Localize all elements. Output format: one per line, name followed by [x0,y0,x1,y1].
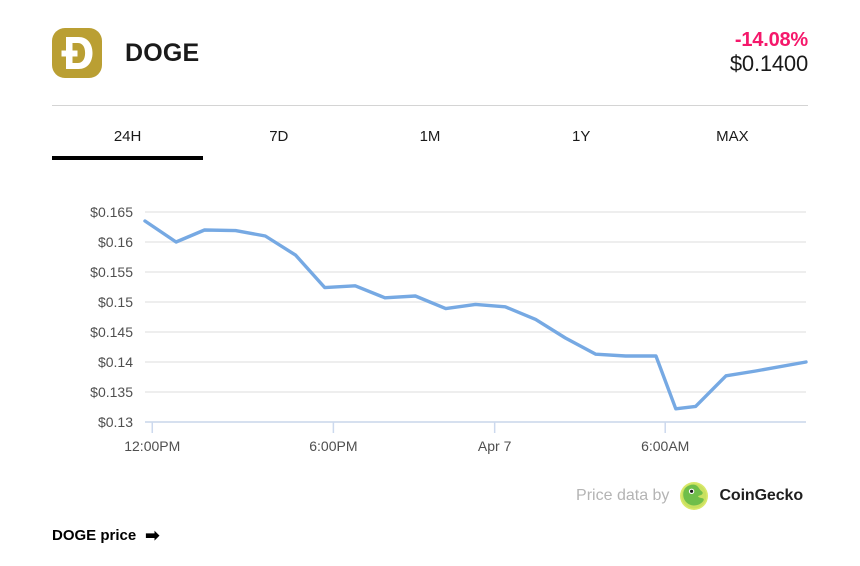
attribution-prefix: Price data by [576,487,670,504]
coingecko-gecko-icon [680,482,709,510]
y-axis-tick-label: $0.165 [90,204,133,220]
tab-24h[interactable]: 24H [52,113,204,160]
x-axis-tick-label: Apr 7 [478,438,512,454]
timeframe-tabs: 24H 7D 1M 1Y MAX [52,113,808,160]
tab-active-underline [52,156,204,160]
tab-1m-label: 1M [419,128,441,145]
arrow-right-icon: ➡ [145,526,160,545]
coin-identity: DOGE [52,28,199,78]
price-change-badge: -14.08% [734,29,808,52]
y-axis-tick-label: $0.145 [90,324,133,340]
tab-7d[interactable]: 7D [203,113,354,160]
y-axis-tick-label: $0.13 [98,414,133,430]
chart-x-axis-labels: 12:00PM 6:00PM Apr 7 6:00AM [124,438,689,454]
header-divider [52,105,808,106]
x-axis-tick-label: 12:00PM [124,438,180,454]
attribution-brand: CoinGecko [719,487,803,504]
doge-logo-icon [52,28,102,78]
chart-gridlines [145,211,806,423]
price-line-series [143,219,808,411]
y-axis-tick-label: $0.15 [98,294,133,310]
tab-max-label: MAX [716,128,749,145]
chart-y-axis-labels: $0.165 $0.16 $0.155 $0.15 $0.145 $0.14 $0.135 $… [90,204,133,430]
x-axis-tick-label: 6:00AM [641,438,689,454]
doge-price-link-label: DOGE price [52,527,137,544]
chart-x-axis-ticks [151,422,666,433]
y-axis-tick-label: $0.16 [98,234,133,250]
tab-1y-label: 1Y [572,128,591,145]
y-axis-tick-label: $0.14 [98,354,133,370]
price-chart[interactable]: $0.165 $0.16 $0.155 $0.15 $0.145 $0.14 $0.135 $… [0,180,860,455]
tab-max[interactable]: MAX [657,113,808,160]
data-attribution[interactable]: Price data by CoinGecko [576,482,803,510]
widget-header: DOGE -14.08% $0.1400 [52,20,808,86]
coin-symbol: DOGE [125,38,200,67]
price-summary: -14.08% $0.1400 [730,29,808,76]
tab-7d-label: 7D [269,128,289,145]
y-axis-tick-label: $0.155 [90,264,133,280]
tab-24h-label: 24H [113,128,142,145]
tab-1m[interactable]: 1M [354,113,505,160]
doge-price-link[interactable]: DOGE price ➡ [52,527,159,544]
x-axis-tick-label: 6:00PM [309,438,357,454]
y-axis-tick-label: $0.135 [90,384,133,400]
tab-1y[interactable]: 1Y [506,113,657,160]
current-price: $0.1400 [729,50,808,76]
